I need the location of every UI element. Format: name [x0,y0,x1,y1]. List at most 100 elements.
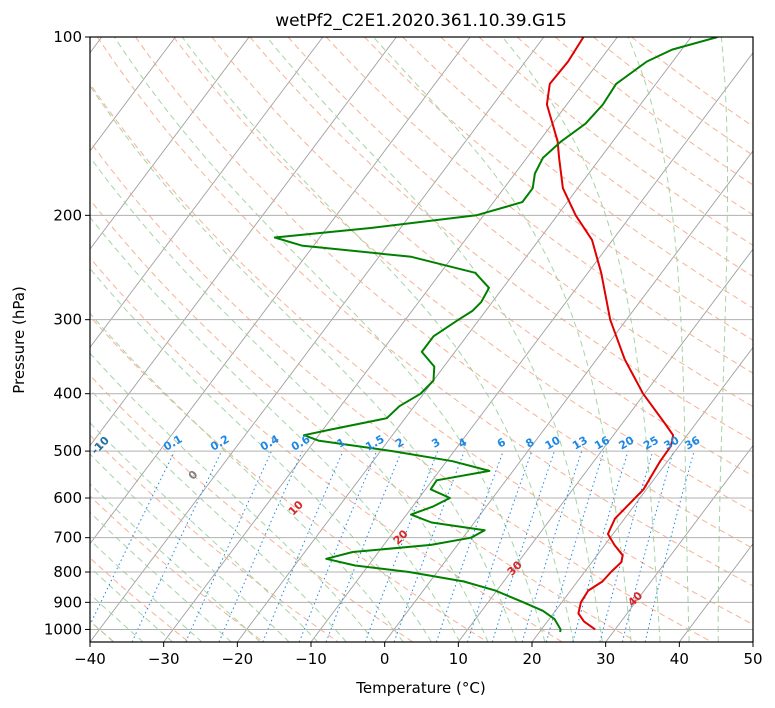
x-tick-label: 0 [380,650,390,668]
mixing-ratio-label: 0.1 [161,433,184,454]
y-tick-label: 500 [53,442,82,460]
mixing-ratio-line [572,450,629,642]
dry-adiabat-label: 20 [391,527,411,547]
dry-adiabat-line [90,83,753,626]
moist-adiabat-line [90,453,290,642]
isotherm-line [90,37,545,642]
reference-lines [90,37,753,642]
series-layer [273,37,718,633]
isotherm-line [236,37,692,642]
y-tick-label: 200 [53,206,82,224]
dry-adiabat-line [554,37,753,186]
moist-adiabat-line [90,539,203,642]
isotherm-line [90,37,250,250]
y-tick-label: 700 [53,529,82,547]
mixing-ratio-label: 8 [523,436,536,451]
moist-adiabat-line [90,312,404,642]
x-tick-label: 20 [522,650,541,668]
moist-adiabat-line [90,352,376,642]
dry-adiabat-label: 40 [625,589,645,609]
mixing-ratio-label: 3 [429,436,442,451]
mixing-ratio-label: 1 [335,436,348,451]
isotherm-line [531,346,753,642]
mixing-ratio-line [364,450,439,642]
dry-adiabat-label: 0 [186,468,201,483]
mixing-ratio-line [131,450,223,642]
mixing-ratio-line [491,450,555,642]
moist-adiabat-line [373,37,632,642]
mixing-ratio-line [435,450,504,642]
mixing-ratio-label: 0.2 [208,433,231,454]
isotherm-line [457,248,753,642]
mixing-ratio-label: 0.6 [289,432,313,453]
mixing-ratio-line [90,450,176,626]
temperature-profile-line [545,37,675,631]
y-tick-label: 100 [53,28,82,46]
y-tick-label: 800 [53,563,82,581]
isotherm-line [752,641,753,642]
mixing-ratio-line [545,450,605,642]
dry-adiabat-line [90,374,414,642]
dry-adiabat-line [211,37,753,477]
isotherm-line [605,444,753,642]
mixing-ratio-line [467,450,533,642]
mixing-ratio-label: 4 [456,435,469,450]
mixing-ratio-line [621,450,674,642]
dry-adiabat-line [90,141,712,642]
mixing-ratio-label: 20 [616,433,636,452]
mixing-ratio-line [599,450,654,642]
dry-adiabat-line [516,37,753,216]
dry-adiabat-line [90,315,488,642]
moist-adiabat-line [90,156,489,642]
y-tick-label: 300 [53,311,82,329]
moist-adiabat-line [90,593,144,642]
y-tick-label: 900 [53,593,82,611]
moist-adiabat-line [717,37,728,642]
dry-adiabat-line [96,37,753,587]
moist-adiabat-line [181,37,575,642]
moist-adiabat-line [90,483,261,642]
isotherm-line [384,150,753,642]
chart-title: wetPf2_C2E1.2020.361.10.39.G15 [275,11,567,31]
mixing-ratio-label: 30 [662,433,682,452]
mixing-ratio-line [521,450,583,642]
x-tick-label: −30 [148,650,180,668]
dry-adiabat-line [402,37,753,309]
isotherm-line [163,37,618,642]
dry-adiabat-line [364,37,753,341]
mixing-ratio-label: 16 [592,433,612,452]
mixing-ratio-line [325,450,402,642]
moist-adiabat-line [90,267,432,642]
isotherm-line [90,37,471,545]
x-tick-label: 50 [743,650,762,668]
moist-adiabat-line [90,388,347,642]
moist-adiabat-line [90,566,173,642]
pressure-gridlines [90,37,753,630]
moist-adiabat-line [627,37,690,642]
mixing-ratio-line [262,450,344,642]
moist-adiabat-line [90,511,232,642]
moist-adiabat-line [113,37,546,642]
dry-adiabat-label: 10 [286,498,306,518]
isotherm-line [90,37,397,447]
x-tick-label: −10 [295,650,327,668]
mixing-ratio-label: 0.4 [258,432,282,453]
isotherm-line [310,51,753,642]
moist-adiabat-line [90,85,517,642]
y-tick-label: 600 [53,489,82,507]
isotherm-line [90,37,324,349]
y-axis-title: Pressure (hPa) [10,286,28,394]
x-tick-label: 30 [596,650,615,668]
x-axis-title: Temperature (°C) [355,679,485,697]
mixing-ratio-label: 25 [641,434,661,453]
dry-adiabat-line [325,37,753,374]
x-tick-label: 40 [670,650,689,668]
plot-frame [89,36,754,643]
y-axis-ticks: 100 200 300 400 500 600 700 800 900 1000 [44,28,90,638]
dry-adiabat-line [173,37,753,513]
dry-adiabat-label: -20 [1,403,24,426]
dry-adiabat-line [478,37,753,246]
mixing-ratio-label: 6 [495,435,508,450]
dewpoint-profile-line [273,37,718,633]
